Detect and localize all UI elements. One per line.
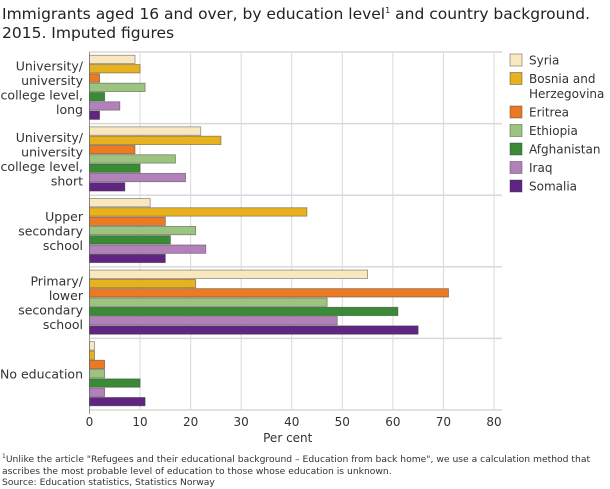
title-footnote-marker: 1 <box>385 6 391 15</box>
legend-label: Eritrea <box>529 106 569 120</box>
legend-label: Bosnia and Herzegovina <box>529 72 604 101</box>
category-label-line: No education <box>0 367 83 382</box>
bar-bosnia-and-herzegovina <box>89 207 308 217</box>
category-label-line: university <box>21 145 83 160</box>
bar-syria <box>89 341 95 351</box>
x-axis-label: Per cent <box>263 431 313 445</box>
bar-bosnia-and-herzegovina <box>89 278 197 289</box>
source-text: Source: Education statistics, Statistics… <box>2 477 215 489</box>
legend-label: Syria <box>529 54 559 68</box>
category-label: University/university college level, long <box>1 59 84 118</box>
bar-iraq <box>89 244 207 254</box>
bar-afghanistan <box>89 92 106 102</box>
bar-ethiopia <box>89 82 146 92</box>
bar-ethiopia <box>89 225 197 236</box>
category-label: No education <box>0 367 83 382</box>
bar-afghanistan <box>89 163 141 173</box>
category-label-line: Primary/ <box>30 273 83 288</box>
bar-syria <box>89 126 202 136</box>
legend-label: Ethiopia <box>529 124 578 138</box>
category-label: Primary/lower secondary school <box>18 273 84 332</box>
footnote-marker: 1 <box>2 453 6 460</box>
x-tick-label: 30 <box>234 415 249 429</box>
x-tick-label: 10 <box>132 415 147 429</box>
legend-label-line: Eritrea <box>529 106 569 120</box>
legend-swatch <box>509 53 523 67</box>
legend-swatch <box>509 161 523 174</box>
bar-ethiopia <box>89 297 328 307</box>
category-label-line: Upper <box>45 209 84 224</box>
bar-ethiopia <box>89 154 176 164</box>
legend-swatch <box>509 72 523 85</box>
legend-label: Iraq <box>529 161 552 175</box>
bar-bosnia-and-herzegovina <box>89 135 222 145</box>
category-label-line: lower <box>49 288 84 303</box>
category-label-line: short <box>51 174 83 189</box>
legend-label-line: Somalia <box>529 180 577 194</box>
bar-somalia <box>89 182 126 192</box>
bar-somalia <box>89 110 101 120</box>
bar-chart: 0 10 20 30 40 50 60 70 80 Per cent University/univ… <box>0 51 604 445</box>
footnote-text: Unlike the article "Refugees and their e… <box>2 454 591 477</box>
category-label-line: secondary <box>18 302 83 317</box>
legend-label-line: Syria <box>529 54 559 68</box>
x-tick-label: 70 <box>436 415 451 429</box>
bar-somalia <box>89 325 419 335</box>
legend-swatch <box>509 124 523 137</box>
legend-label: Somalia <box>529 180 577 194</box>
category-label: University/university college level, short <box>1 130 84 189</box>
bar-iraq <box>89 172 186 183</box>
category-label-line: long <box>56 102 83 117</box>
category-label-line: school <box>43 317 83 332</box>
x-tick-label: 20 <box>183 415 198 429</box>
category-label-line: school <box>43 238 83 253</box>
bar-afghanistan <box>89 235 171 245</box>
legend-swatch <box>509 105 523 119</box>
bar-eritrea <box>89 288 449 298</box>
category-label: Upper secondary school <box>18 209 84 253</box>
x-tick-label: 40 <box>284 415 299 429</box>
bar-syria <box>89 54 136 65</box>
category-label-line: secondary <box>18 224 83 239</box>
x-tick-label: 50 <box>335 415 350 429</box>
bar-afghanistan <box>89 378 141 388</box>
bar-bosnia-and-herzegovina <box>89 350 95 360</box>
legend-label-line: Bosnia and <box>529 72 596 86</box>
title-text: Immigrants aged 16 and over, by educatio… <box>2 5 386 24</box>
bar-iraq <box>89 387 106 397</box>
legend-label-line: Herzegovina <box>529 87 604 101</box>
footnote: 1Unlike the article "Refugees and their … <box>2 451 608 489</box>
x-tick-label: 0 <box>86 415 94 429</box>
bar-iraq <box>89 101 121 111</box>
title-text-rest: and country background. 2015. Imputed fi… <box>2 5 591 43</box>
bar-iraq <box>89 316 338 326</box>
bar-afghanistan <box>89 306 399 317</box>
category-label-line: college level, <box>1 88 83 103</box>
bar-bosnia-and-herzegovina <box>89 64 141 74</box>
bar-eritrea <box>89 145 136 155</box>
bar-ethiopia <box>89 369 106 379</box>
bar-syria <box>89 269 368 279</box>
bar-eritrea <box>89 216 166 226</box>
bar-somalia <box>89 397 146 407</box>
category-label-line: college level, <box>1 159 83 174</box>
legend-label-line: Ethiopia <box>529 124 578 138</box>
x-tick-label: 80 <box>486 415 501 429</box>
category-label-line: University/ <box>16 59 84 74</box>
x-tick-label: 60 <box>385 415 400 429</box>
legend-swatch <box>509 142 523 156</box>
bar-eritrea <box>89 73 101 83</box>
chart-title: Immigrants aged 16 and over, by educatio… <box>2 1 602 43</box>
category-label-line: University/ <box>16 130 84 145</box>
legend-swatch <box>509 179 523 193</box>
legend-label-line: Iraq <box>529 161 552 175</box>
bar-eritrea <box>89 359 106 370</box>
bar-syria <box>89 198 151 208</box>
bar-somalia <box>89 253 166 264</box>
legend-label: Afghanistan <box>529 143 600 157</box>
legend-label-line: Afghanistan <box>529 143 600 157</box>
category-label-line: university <box>21 73 83 88</box>
